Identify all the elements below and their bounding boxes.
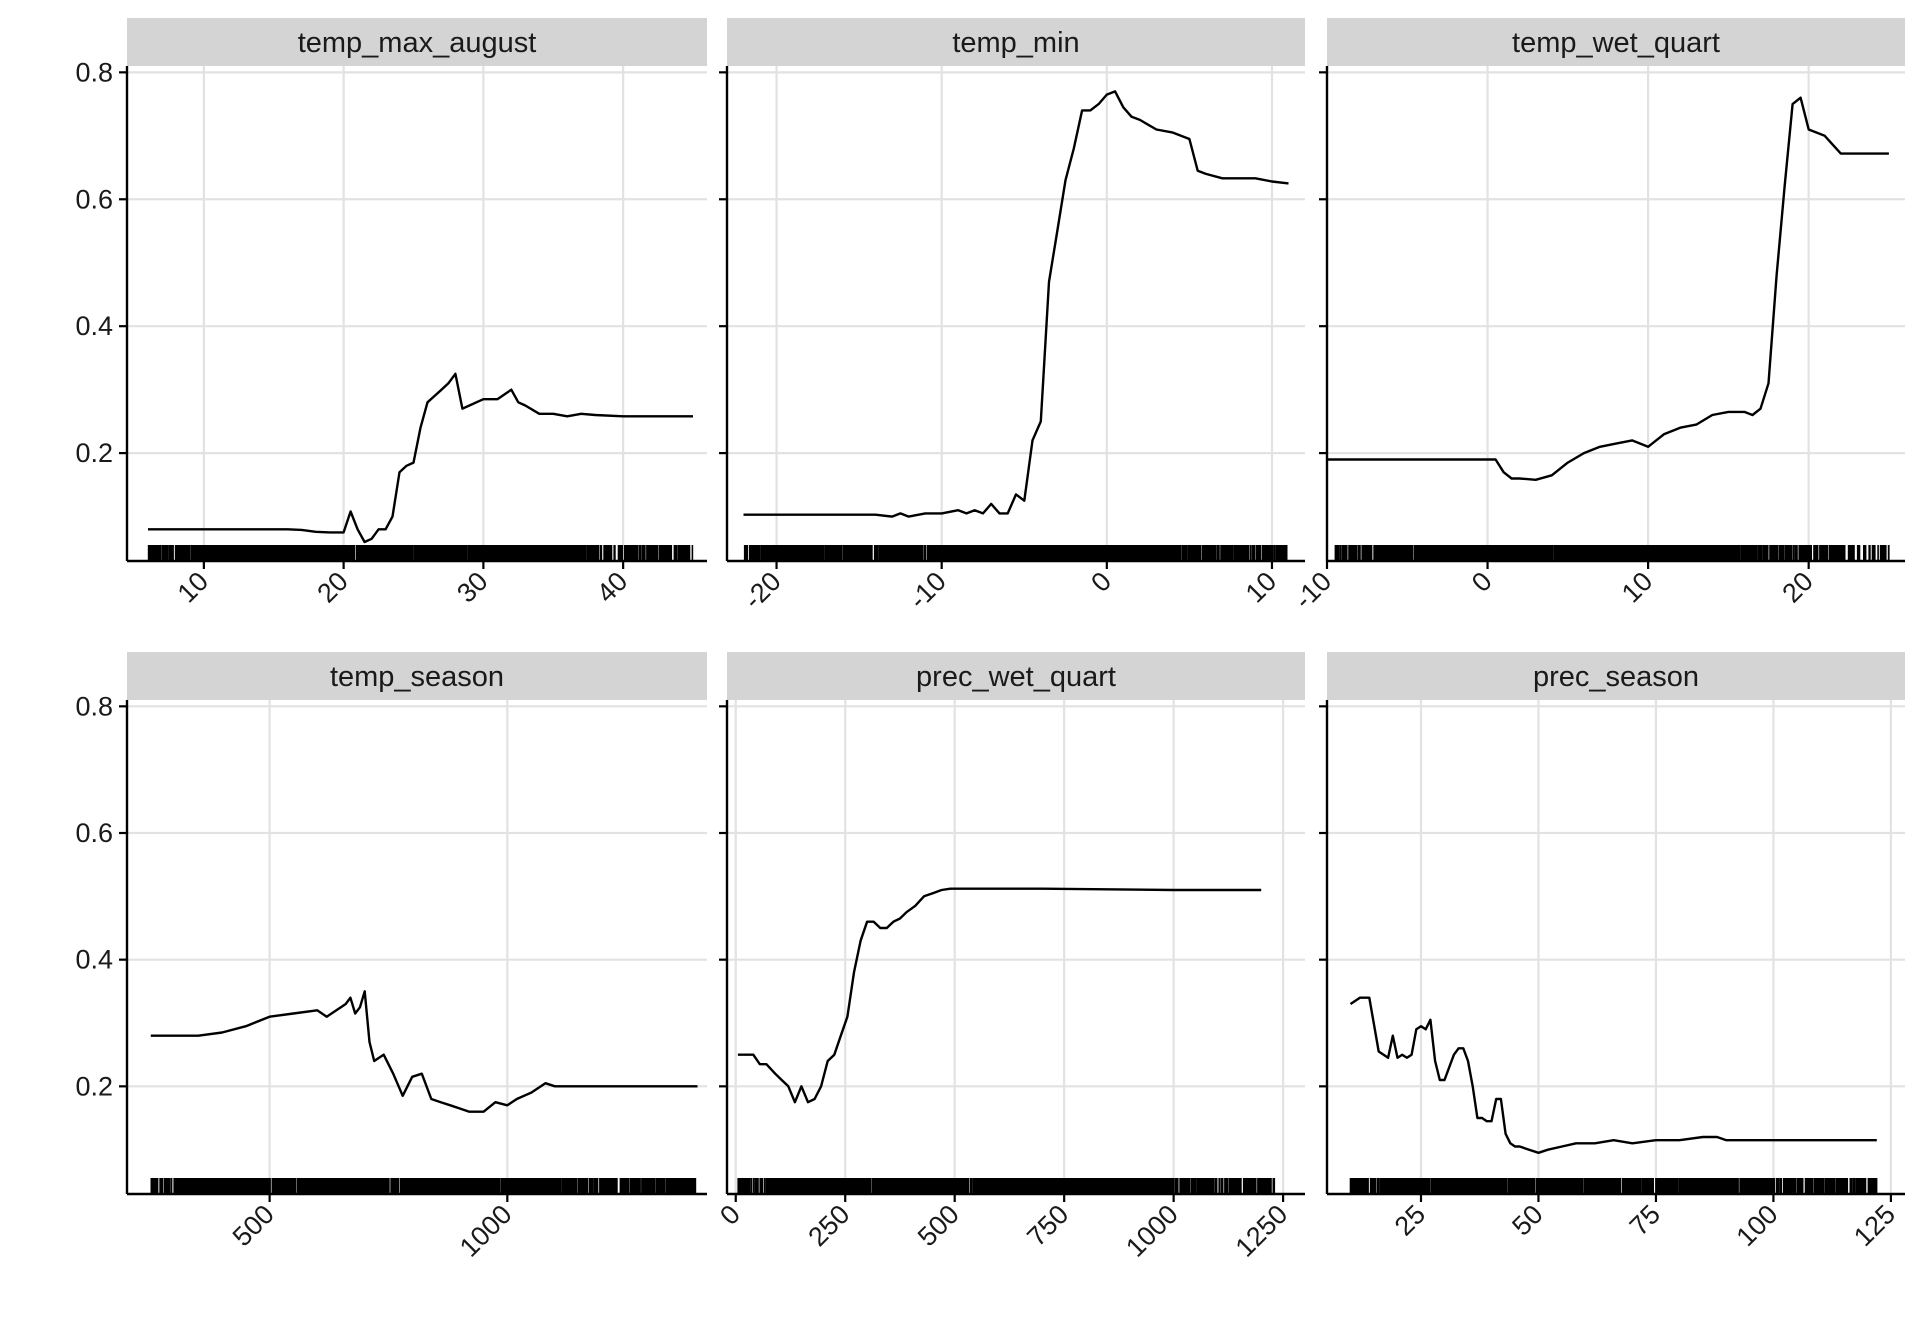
x-tick-label: 250 [802,1199,855,1252]
x-tick-label: 10 [172,566,214,608]
rug-marks [1349,1178,1878,1194]
panel-strip-title: prec_season [1533,661,1699,693]
panel-strip [727,652,1305,700]
x-tick-label: 25 [1389,1199,1431,1241]
y-tick-label: 0.8 [75,691,113,721]
x-tick-label: 500 [912,1199,965,1252]
x-tick-label: 40 [591,566,633,608]
x-tick-label: -20 [738,566,787,615]
panel-strip [127,652,707,700]
x-tick-label: 125 [1848,1199,1901,1252]
x-tick-label: 0 [1085,566,1117,598]
panel-strip [1327,18,1905,66]
x-tick-label: 20 [1776,566,1818,608]
y-tick-label: 0.4 [75,945,113,975]
x-tick-label: 100 [1731,1199,1784,1252]
x-tick-label: 1000 [454,1199,518,1263]
x-tick-label: 0 [1466,566,1498,598]
x-tick-label: 10 [1616,566,1658,608]
x-tick-label: 10 [1240,566,1282,608]
series-line [150,990,698,1113]
x-tick-label: -10 [903,566,952,615]
rug-marks [737,1178,1276,1194]
panel-strip-title: temp_min [952,27,1079,59]
panel-strip-title: temp_max_august [298,27,537,59]
y-tick-label: 0.2 [75,438,113,468]
panel-prec-season: prec_season 25 50 75 100 125 [1319,652,1905,1252]
rug-marks [743,545,1288,561]
panel-temp-min: temp_min -20 -10 0 10 [719,18,1305,615]
series-line [743,90,1289,518]
series-line [737,887,1262,1104]
panel-strip-title: prec_wet_quart [916,661,1116,693]
panel-prec-wet-quart: prec_wet_quart 0 250 500 750 1000 1250 [714,652,1305,1263]
series-line [148,372,693,544]
y-tick-label: 0.6 [75,184,113,214]
y-tick-label: 0.2 [75,1071,113,1101]
x-tick-label: 750 [1021,1199,1074,1252]
x-tick-label: 0 [714,1199,746,1231]
x-tick-label: -10 [1288,566,1337,615]
x-tick-label: 50 [1506,1199,1548,1241]
panel-strip [1327,652,1905,700]
rug-marks [147,545,694,561]
panel-strip [127,18,707,66]
x-tick-label: 1250 [1230,1199,1294,1263]
x-tick-label: 75 [1624,1199,1666,1241]
y-tick-label: 0.4 [75,311,113,341]
x-tick-label: 30 [451,566,493,608]
x-tick-label: 1000 [1120,1199,1184,1263]
panel-temp-max-august: temp_max_august 10 20 30 40 0.2 0.4 0.6 0.8 [75,18,707,608]
y-tick-label: 0.8 [75,57,113,87]
panel-strip [727,18,1305,66]
panel-temp-season: temp_season 500 1000 0.2 0.4 0.6 0.8 [75,652,707,1263]
panel-strip-title: temp_wet_quart [1512,27,1720,59]
series-line [1349,996,1877,1154]
panel-strip-title: temp_season [330,661,504,693]
x-tick-label: 20 [311,566,353,608]
series-line [1327,96,1889,481]
rug-marks [1334,545,1890,561]
y-tick-label: 0.6 [75,818,113,848]
x-tick-label: 500 [227,1199,280,1252]
panel-temp-wet-quart: temp_wet_quart -10 0 10 20 [1288,18,1905,615]
rug-marks [150,1178,697,1194]
